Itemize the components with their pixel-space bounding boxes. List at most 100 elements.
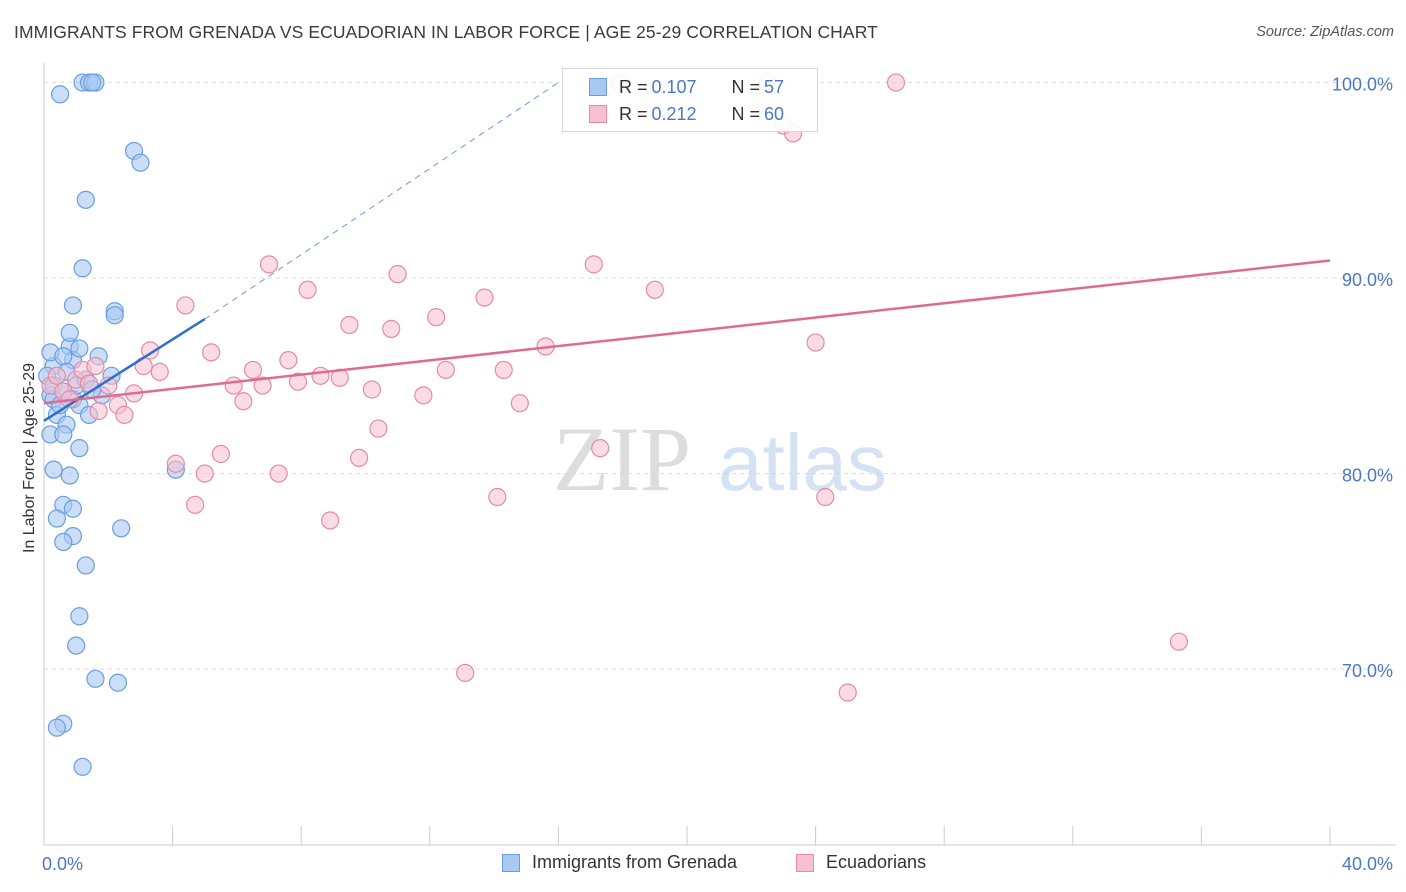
data-point-grenada (70, 339, 89, 358)
data-point-ecuadorians (838, 683, 857, 702)
data-point-ecuadorians (436, 360, 455, 380)
chart-title: IMMIGRANTS FROM GRENADA VS ECUADORIAN IN… (14, 22, 878, 42)
data-point-grenada (60, 323, 79, 342)
legend-row-ecuadorians: R = 0.212 N = 60 (563, 101, 784, 127)
data-point-ecuadorians (115, 405, 134, 424)
data-point-ecuadorians (176, 296, 195, 315)
data-point-grenada (67, 636, 86, 655)
data-point-ecuadorians (253, 376, 272, 395)
data-point-ecuadorians (224, 376, 243, 395)
data-point-ecuadorians (259, 255, 279, 274)
data-point-ecuadorians (591, 439, 610, 458)
bottom-legend-grenada: Immigrants from Grenada (502, 852, 737, 873)
legend-n-label: N = (731, 76, 761, 97)
data-point-grenada (47, 718, 66, 737)
data-point-grenada (54, 425, 73, 444)
data-point-ecuadorians (510, 394, 529, 413)
data-point-grenada (76, 190, 95, 209)
bottom-legend-swatch-ecuadorians (796, 853, 814, 872)
legend-n-value: 57 (764, 76, 785, 97)
data-point-grenada (73, 757, 92, 776)
data-point-ecuadorians (349, 448, 369, 468)
data-point-ecuadorians (202, 343, 221, 362)
legend-n-label: N = (731, 103, 761, 124)
legend-swatch-grenada (589, 78, 607, 96)
x-tick-label: 0.0% (42, 854, 83, 874)
data-point-ecuadorians (427, 308, 446, 327)
data-point-ecuadorians (388, 265, 407, 284)
data-point-grenada (54, 347, 73, 366)
legend-n-value: 60 (764, 103, 785, 124)
data-point-ecuadorians (494, 360, 513, 380)
trend-line-grenada-extension (204, 82, 559, 320)
bottom-legend-label-ecuadorians: Ecuadorians (826, 852, 927, 872)
data-point-ecuadorians (195, 464, 214, 483)
data-point-grenada (44, 460, 63, 479)
data-point-ecuadorians (362, 380, 382, 399)
bottom-legend-swatch-grenada (502, 853, 520, 872)
data-point-ecuadorians (806, 333, 825, 352)
data-point-ecuadorians (414, 386, 433, 405)
data-point-ecuadorians (475, 288, 494, 307)
data-point-ecuadorians (369, 419, 388, 438)
trend-line-grenada (43, 318, 206, 422)
data-point-grenada (131, 153, 150, 172)
trend-line-ecuadorians (43, 259, 1331, 405)
data-point-grenada (60, 466, 79, 485)
y-tick-label: 100.0% (1332, 75, 1393, 95)
trend-lines (43, 82, 1331, 422)
tick-labels: 70.0% 80.0% 90.0% 100.0% 0.0% 40.0% (42, 75, 1393, 874)
data-point-ecuadorians (166, 454, 185, 473)
data-point-ecuadorians (47, 366, 66, 385)
data-point-grenada (105, 306, 124, 325)
legend-r-label: R = (619, 103, 648, 124)
data-point-ecuadorians (1169, 632, 1188, 651)
watermark-atlas: atlas (718, 418, 887, 507)
data-point-grenada (108, 673, 128, 692)
data-point-grenada (70, 439, 89, 458)
data-point-grenada (63, 499, 83, 518)
y-tick-label: 80.0% (1342, 466, 1393, 486)
data-point-ecuadorians (140, 341, 160, 360)
data-point-grenada (47, 509, 66, 528)
data-point-ecuadorians (186, 495, 205, 514)
data-point-ecuadorians (886, 73, 906, 92)
data-point-ecuadorians (340, 315, 359, 335)
watermark-zip: ZIP (553, 408, 691, 510)
data-point-ecuadorians (298, 280, 317, 299)
data-point-ecuadorians (86, 356, 105, 376)
data-point-ecuadorians (243, 360, 263, 380)
axes (43, 63, 1396, 846)
data-point-ecuadorians (645, 280, 664, 299)
bottom-legend-ecuadorians: Ecuadorians (796, 852, 926, 873)
data-point-ecuadorians (382, 319, 401, 338)
y-tick-label: 90.0% (1342, 270, 1393, 290)
correlation-legend: R = 0.107 N = 57 R = 0.212 N = 60 (562, 68, 818, 132)
data-point-grenada (112, 519, 131, 538)
data-point-grenada (63, 296, 83, 315)
y-tick-label: 70.0% (1342, 661, 1393, 681)
data-point-grenada (83, 73, 102, 92)
data-point-ecuadorians (816, 487, 835, 507)
data-point-ecuadorians (279, 351, 298, 370)
series-grenada-points (38, 73, 185, 776)
data-point-ecuadorians (150, 362, 169, 381)
legend-r-value: 0.107 (651, 76, 697, 97)
x-tick-label: 40.0% (1342, 854, 1393, 874)
y-axis-title: In Labor Force | Age 25-29 (21, 363, 38, 553)
data-point-grenada (86, 669, 105, 688)
data-point-grenada (54, 532, 73, 552)
chart-source: Source: ZipAtlas.com (1256, 24, 1394, 40)
data-point-grenada (73, 259, 92, 278)
data-point-grenada (70, 607, 89, 626)
data-point-ecuadorians (584, 255, 603, 274)
legend-r-label: R = (619, 76, 648, 97)
data-point-ecuadorians (288, 372, 308, 391)
data-point-grenada (76, 556, 95, 575)
data-point-ecuadorians (89, 401, 108, 421)
legend-r-value: 0.212 (651, 103, 697, 124)
watermark: ZIP atlas (553, 408, 887, 510)
data-point-ecuadorians (311, 366, 330, 385)
data-point-ecuadorians (234, 392, 253, 411)
